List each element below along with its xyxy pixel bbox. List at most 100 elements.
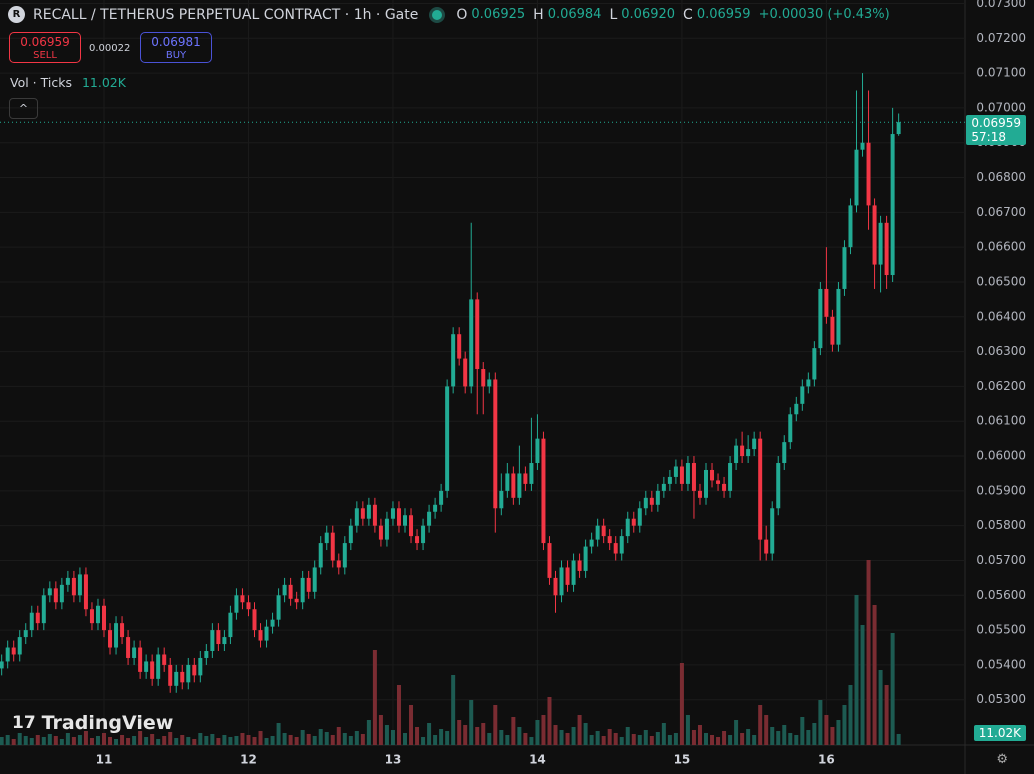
volume-bar — [53, 736, 58, 745]
volume-bar — [330, 735, 335, 745]
candle-body — [854, 149, 859, 206]
volume-bar — [445, 731, 450, 745]
y-tick-label: 0.06100 — [976, 414, 1026, 428]
candle-body — [270, 619, 275, 627]
candle-body — [228, 612, 233, 638]
volume-bar — [493, 705, 498, 745]
volume-bar — [541, 715, 546, 745]
volume-bar — [282, 733, 287, 745]
y-tick-label: 0.07100 — [976, 66, 1026, 80]
sell-button[interactable]: 0.06959 SELL — [9, 32, 81, 63]
candle-body — [734, 445, 739, 464]
candle-body — [776, 463, 781, 509]
candle-body — [667, 476, 672, 484]
volume-bar — [764, 715, 769, 745]
candle-body — [535, 438, 540, 464]
volume-bar — [565, 733, 570, 745]
volume-bar — [246, 735, 251, 745]
buy-price: 0.06981 — [151, 35, 201, 49]
candle-body — [595, 525, 600, 540]
candle-body — [240, 595, 245, 603]
volume-bar — [83, 731, 88, 745]
volume-bar — [487, 733, 492, 745]
candle-body — [679, 466, 684, 484]
volume-bar — [276, 723, 281, 745]
buy-label: BUY — [165, 50, 187, 61]
candle-body — [204, 651, 209, 658]
candle-body — [35, 612, 40, 624]
candle-body — [637, 508, 642, 526]
candle-body — [306, 577, 311, 592]
volume-bar — [451, 675, 456, 745]
candle-body — [29, 612, 34, 631]
volume-bar — [547, 697, 552, 745]
volume-bar — [728, 735, 733, 745]
volume-bar — [836, 720, 841, 745]
candle-body — [384, 518, 389, 540]
x-tick-label: 11 — [96, 753, 113, 767]
volume-bar — [336, 727, 341, 745]
volume-bar — [577, 715, 582, 745]
volume-bar — [288, 735, 293, 745]
candle-body — [180, 671, 185, 683]
volume-bar — [204, 736, 209, 745]
symbol[interactable]: RECALL / TETHERUS PERPETUAL CONTRACT · 1… — [33, 6, 419, 23]
candle-body — [138, 647, 143, 672]
volume-bar — [300, 730, 305, 745]
volume-bar — [409, 705, 414, 745]
volume-bar — [607, 729, 612, 745]
candle-body — [258, 630, 263, 641]
volume-bar — [95, 736, 100, 745]
volume-bar — [294, 737, 299, 745]
volume-bar — [469, 700, 474, 745]
volume-bar — [403, 733, 407, 745]
volume-bar — [854, 595, 859, 745]
volume-bar — [463, 725, 468, 745]
candle-body — [282, 584, 287, 596]
volume-bar — [439, 729, 444, 745]
volume-bar — [168, 732, 173, 745]
buy-button[interactable]: 0.06981 BUY — [140, 32, 212, 63]
volume-bar — [752, 735, 757, 745]
ohlc-key: C — [683, 6, 693, 23]
candle-body — [469, 299, 474, 387]
candle-body — [348, 525, 353, 544]
volume-bar — [366, 720, 371, 745]
volume-bar — [222, 735, 227, 745]
candle-body — [433, 504, 438, 512]
volume-bar — [806, 730, 811, 745]
volume-bar — [433, 735, 438, 745]
candle-body — [252, 609, 257, 631]
volume-bar — [553, 725, 558, 745]
volume-bar — [505, 735, 510, 745]
candle-body — [222, 637, 227, 645]
volume-bar — [679, 663, 684, 745]
candle-body — [421, 525, 426, 544]
volume-value: 11.02K — [81, 75, 126, 90]
candle-body — [619, 536, 624, 554]
candle-body — [866, 142, 871, 206]
candle-body — [824, 288, 829, 317]
volume-bar — [378, 715, 383, 745]
volume-bar — [704, 733, 708, 745]
volume-bar — [180, 735, 185, 745]
candle-body — [673, 466, 678, 477]
volume-bar — [11, 739, 16, 745]
candle-body — [11, 647, 16, 655]
volume-bar — [878, 670, 883, 745]
candle-body — [463, 358, 468, 387]
volume-bar — [390, 730, 395, 745]
volume-bar — [710, 735, 715, 745]
settings-icon[interactable]: ⚙ — [996, 752, 1008, 767]
volume-bar — [685, 715, 690, 745]
volume-bar — [360, 734, 365, 745]
volume-bar — [415, 727, 420, 745]
candle-body — [601, 525, 606, 537]
volume-bar — [601, 736, 606, 745]
header: R RECALL / TETHERUS PERPETUAL CONTRACT ·… — [8, 6, 890, 23]
last-price-tag: 0.06959 57:18 — [966, 115, 1026, 145]
candle-body — [126, 637, 131, 658]
collapse-button[interactable]: ^ — [9, 98, 38, 119]
candle-body — [758, 438, 763, 540]
volume-bar — [655, 732, 660, 745]
